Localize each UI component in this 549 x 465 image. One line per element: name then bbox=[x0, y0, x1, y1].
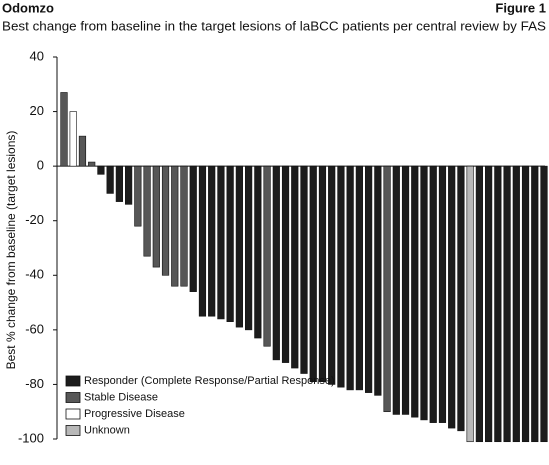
bar bbox=[134, 165, 142, 227]
bar bbox=[272, 165, 280, 361]
legend-swatch bbox=[65, 408, 81, 420]
legend-label: Stable Disease bbox=[84, 391, 158, 403]
bar bbox=[521, 165, 530, 443]
bar bbox=[448, 165, 456, 429]
y-tick-label: -20 bbox=[25, 212, 44, 227]
bar bbox=[97, 165, 105, 175]
bar bbox=[78, 135, 87, 167]
y-axis-label: Best % change from baseline (target lesi… bbox=[4, 131, 18, 370]
bar bbox=[466, 165, 474, 443]
bar bbox=[355, 165, 363, 391]
bar bbox=[245, 165, 253, 331]
bar bbox=[60, 92, 68, 167]
bar bbox=[512, 165, 520, 443]
bar bbox=[143, 165, 151, 257]
bar bbox=[438, 165, 447, 423]
legend-label: Responder (Complete Response/Partial Res… bbox=[84, 375, 335, 387]
bar bbox=[531, 165, 539, 443]
brand: Odomzo bbox=[2, 0, 54, 15]
y-tick-label: -100 bbox=[18, 430, 44, 445]
bar bbox=[69, 111, 77, 167]
bar bbox=[309, 165, 317, 382]
bar bbox=[318, 165, 327, 382]
bar bbox=[106, 165, 114, 194]
bar bbox=[346, 165, 354, 391]
bar bbox=[115, 165, 123, 202]
bar bbox=[337, 165, 345, 388]
bar bbox=[235, 165, 243, 328]
bar bbox=[365, 165, 373, 393]
bar bbox=[281, 165, 290, 363]
y-tick-label: -60 bbox=[25, 321, 44, 336]
bar bbox=[263, 165, 271, 347]
bar bbox=[503, 165, 511, 443]
bar bbox=[254, 165, 262, 339]
bar bbox=[383, 165, 391, 413]
bar bbox=[485, 165, 493, 443]
bar bbox=[88, 161, 96, 167]
bar bbox=[328, 165, 336, 385]
bar bbox=[475, 165, 483, 443]
bar bbox=[152, 165, 160, 268]
y-tick-label: 40 bbox=[30, 48, 44, 63]
bar bbox=[161, 165, 170, 276]
bar bbox=[217, 165, 225, 320]
bar bbox=[300, 165, 308, 374]
legend-label: Progressive Disease bbox=[84, 408, 185, 420]
y-tick-label: 0 bbox=[37, 158, 44, 173]
y-tick-label: -40 bbox=[25, 267, 44, 282]
bar bbox=[540, 165, 548, 443]
bar bbox=[125, 165, 133, 205]
bar bbox=[401, 165, 410, 415]
bar bbox=[198, 165, 207, 317]
bar bbox=[429, 165, 437, 423]
legend-swatch bbox=[65, 375, 81, 387]
bar bbox=[226, 165, 234, 322]
bar bbox=[374, 165, 382, 396]
chart-title: Best change from baseline in the target … bbox=[2, 18, 546, 33]
legend-swatch bbox=[65, 392, 81, 403]
bar bbox=[189, 165, 197, 292]
bar bbox=[392, 165, 400, 415]
bar bbox=[171, 165, 179, 287]
bar bbox=[457, 165, 465, 432]
bar bbox=[494, 165, 502, 443]
bar bbox=[208, 165, 216, 317]
bar bbox=[180, 165, 188, 287]
y-tick-label: 20 bbox=[30, 103, 44, 118]
bar bbox=[420, 165, 428, 421]
legend-label: Unknown bbox=[84, 424, 130, 436]
legend-swatch bbox=[65, 425, 81, 436]
bar bbox=[291, 165, 299, 369]
y-tick-label: -80 bbox=[25, 376, 44, 391]
figure-label: Figure 1 bbox=[495, 0, 546, 15]
bar bbox=[411, 165, 419, 418]
